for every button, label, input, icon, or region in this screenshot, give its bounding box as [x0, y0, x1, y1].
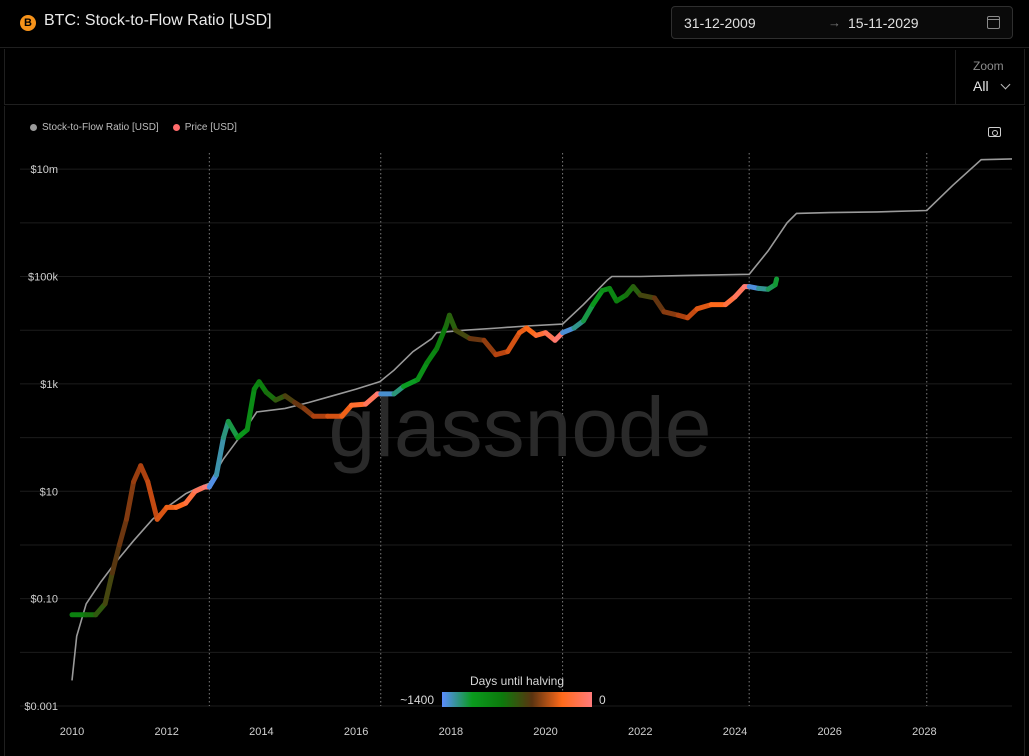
price-segment: [225, 418, 241, 441]
price-segment: [772, 276, 780, 288]
price-segment: [590, 288, 605, 308]
grid-lines: [20, 168, 1012, 707]
price-segment: [154, 504, 170, 522]
y-tick-label: $100k: [28, 272, 58, 284]
chart-panel: [4, 106, 1025, 756]
x-tick-label: 2020: [533, 726, 557, 738]
x-tick-label: 2028: [912, 726, 936, 738]
price-segment: [424, 346, 440, 365]
x-tick-label: 2018: [439, 726, 463, 738]
price-segment: [434, 323, 449, 352]
x-tick-label: 2012: [154, 726, 178, 738]
legend-dot-price: [172, 124, 180, 131]
x-tick-label: 2022: [628, 726, 652, 738]
price-segment: [124, 479, 137, 522]
price-segment: [145, 479, 160, 522]
y-tick-label: $0.10: [30, 594, 58, 606]
date-range-picker[interactable]: 31-12-2009 → 15-11-2029: [671, 6, 1013, 39]
chart-toolbar: [4, 49, 1025, 105]
price-segment: [244, 386, 257, 433]
zoom-select[interactable]: Zoom All: [955, 50, 1025, 104]
price-segment: [183, 488, 198, 506]
date-start-input[interactable]: 31-12-2009: [684, 15, 756, 31]
price-segment: [446, 312, 459, 333]
x-tick-label: 2014: [249, 726, 273, 738]
legend-item-s2f[interactable]: Stock-to-Flow Ratio [USD]: [30, 122, 159, 133]
x-tick-label: 2010: [60, 726, 84, 738]
y-tick-label: $0.001: [24, 701, 58, 713]
price-segment: [138, 463, 151, 485]
price-segment: [415, 360, 430, 383]
price-segment: [102, 570, 115, 607]
price-series: [69, 276, 780, 618]
date-end-input[interactable]: 15-11-2029: [848, 15, 919, 31]
price-segment: [652, 295, 667, 315]
price-segment: [481, 337, 499, 358]
legend-dot-s2f: [30, 124, 37, 131]
price-segment: [109, 542, 122, 576]
arrow-right-icon: →: [828, 15, 841, 30]
y-tick-label: $10m: [30, 164, 58, 176]
legend-label-price: Price [USD]: [184, 122, 237, 133]
colorbar-left-label: ~1400: [400, 693, 434, 707]
bitcoin-icon: B: [20, 15, 36, 31]
halving-lines: [208, 153, 928, 706]
page-title: BTC: Stock-to-Flow Ratio [USD]: [44, 12, 272, 29]
price-segment: [580, 302, 596, 324]
x-tick-label: 2026: [817, 726, 841, 738]
camera-icon[interactable]: [988, 127, 1001, 137]
colorbar-gradient: [442, 692, 592, 707]
chart-legend: Stock-to-Flow Ratio [USD] Price [USD]: [30, 122, 237, 133]
x-axis-labels: 2010 2012 2014 2016 2018 2020 2022 2024 2026 2028: [60, 726, 937, 738]
legend-item-price[interactable]: Price [USD]: [172, 122, 237, 133]
header-bar: [0, 0, 1029, 48]
price-segment: [363, 391, 380, 407]
legend-label-s2f: Stock-to-Flow Ratio [USD]: [42, 122, 159, 133]
calendar-icon[interactable]: [987, 16, 1000, 29]
price-segment: [453, 327, 473, 341]
x-tick-label: 2016: [344, 726, 368, 738]
colorbar-title: Days until halving: [470, 674, 564, 688]
price-segment: [116, 516, 129, 548]
y-tick-label: $1k: [40, 379, 58, 391]
price-segment: [505, 330, 522, 355]
colorbar: Days until halving ~1400 0: [400, 674, 606, 707]
price-segment: [401, 377, 421, 389]
x-tick-label: 2024: [723, 726, 747, 738]
zoom-label: Zoom: [973, 59, 1004, 73]
zoom-value[interactable]: All: [973, 78, 989, 94]
price-segment: [213, 435, 226, 478]
y-axis-labels: $0.001 $0.10 $10 $1k $100k $10m: [24, 164, 58, 713]
y-tick-label: $10: [40, 486, 58, 498]
colorbar-right-label: 0: [599, 693, 606, 707]
